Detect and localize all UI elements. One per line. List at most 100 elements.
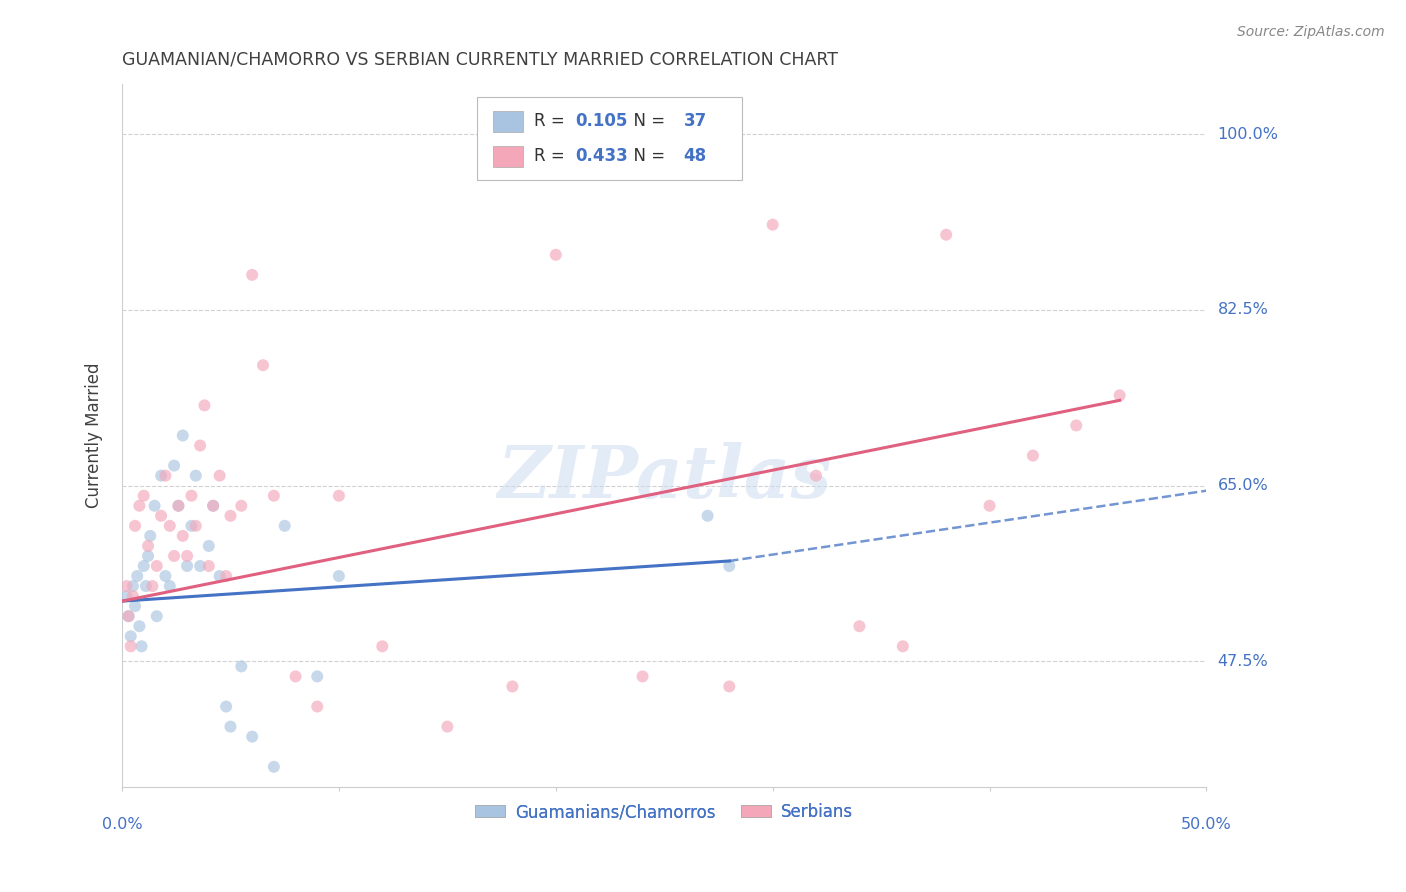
Text: ZIPatlas: ZIPatlas: [498, 442, 831, 513]
Point: [120, 640, 142, 654]
Text: 65.0%: 65.0%: [1218, 478, 1268, 493]
Point: [263, 489, 285, 503]
Text: 50.0%: 50.0%: [1181, 817, 1232, 832]
Text: R =: R =: [534, 147, 569, 165]
Point: [263, 760, 285, 774]
Point: [718, 559, 741, 574]
Point: [219, 508, 242, 523]
Point: [231, 499, 253, 513]
Text: N =: N =: [623, 147, 671, 165]
Point: [172, 428, 194, 442]
Point: [115, 589, 138, 603]
Point: [935, 227, 957, 242]
Point: [180, 489, 202, 503]
Point: [120, 629, 142, 643]
Point: [979, 499, 1001, 513]
Point: [718, 680, 741, 694]
Point: [132, 559, 155, 574]
Point: [762, 218, 785, 232]
Point: [371, 640, 394, 654]
Text: 47.5%: 47.5%: [1218, 654, 1268, 669]
Point: [136, 549, 159, 563]
Point: [231, 659, 253, 673]
Point: [208, 468, 231, 483]
Point: [804, 468, 827, 483]
Point: [172, 529, 194, 543]
Point: [159, 579, 181, 593]
Point: [150, 468, 173, 483]
Point: [193, 398, 215, 412]
Point: [215, 569, 238, 583]
Text: 0.433: 0.433: [575, 147, 628, 165]
Point: [198, 539, 221, 553]
Text: 82.5%: 82.5%: [1218, 302, 1268, 318]
Point: [163, 549, 186, 563]
Text: 37: 37: [683, 112, 707, 130]
Point: [184, 519, 207, 533]
Point: [184, 468, 207, 483]
Point: [328, 489, 350, 503]
Point: [167, 499, 190, 513]
Point: [143, 499, 166, 513]
Point: [128, 499, 150, 513]
Point: [115, 579, 138, 593]
Point: [202, 499, 225, 513]
Point: [155, 569, 177, 583]
Point: [198, 559, 221, 574]
Text: Source: ZipAtlas.com: Source: ZipAtlas.com: [1237, 25, 1385, 39]
Point: [132, 489, 155, 503]
Point: [180, 519, 202, 533]
Text: 0.0%: 0.0%: [101, 817, 142, 832]
Point: [155, 468, 177, 483]
Point: [176, 549, 198, 563]
Point: [163, 458, 186, 473]
Point: [1064, 418, 1087, 433]
Text: 0.105: 0.105: [575, 112, 627, 130]
Point: [631, 669, 654, 683]
Point: [139, 529, 162, 543]
Point: [145, 559, 167, 574]
Point: [891, 640, 914, 654]
Point: [1022, 449, 1045, 463]
Point: [145, 609, 167, 624]
FancyBboxPatch shape: [477, 97, 742, 180]
Point: [176, 559, 198, 574]
Point: [240, 730, 263, 744]
Point: [696, 508, 718, 523]
Point: [501, 680, 523, 694]
Point: [1108, 388, 1130, 402]
Point: [436, 720, 458, 734]
Point: [188, 559, 211, 574]
Point: [131, 640, 153, 654]
Point: [307, 699, 329, 714]
Point: [135, 579, 157, 593]
Point: [136, 539, 159, 553]
FancyBboxPatch shape: [494, 146, 523, 167]
Point: [219, 720, 242, 734]
Point: [122, 579, 145, 593]
Text: N =: N =: [623, 112, 671, 130]
Point: [150, 508, 173, 523]
Point: [117, 609, 139, 624]
Point: [544, 248, 567, 262]
Point: [124, 599, 146, 614]
Point: [273, 519, 295, 533]
Point: [202, 499, 225, 513]
Point: [284, 669, 307, 683]
Point: [252, 358, 274, 372]
Text: 100.0%: 100.0%: [1218, 127, 1278, 142]
Point: [215, 699, 238, 714]
Point: [124, 519, 146, 533]
Point: [159, 519, 181, 533]
Point: [188, 438, 211, 452]
Point: [128, 619, 150, 633]
Y-axis label: Currently Married: Currently Married: [86, 363, 103, 508]
FancyBboxPatch shape: [494, 111, 523, 132]
Point: [141, 579, 163, 593]
Point: [328, 569, 350, 583]
Text: R =: R =: [534, 112, 569, 130]
Legend: Guamanians/Chamorros, Serbians: Guamanians/Chamorros, Serbians: [468, 797, 859, 828]
Point: [117, 609, 139, 624]
Text: GUAMANIAN/CHAMORRO VS SERBIAN CURRENTLY MARRIED CORRELATION CHART: GUAMANIAN/CHAMORRO VS SERBIAN CURRENTLY …: [122, 51, 838, 69]
Point: [127, 569, 149, 583]
